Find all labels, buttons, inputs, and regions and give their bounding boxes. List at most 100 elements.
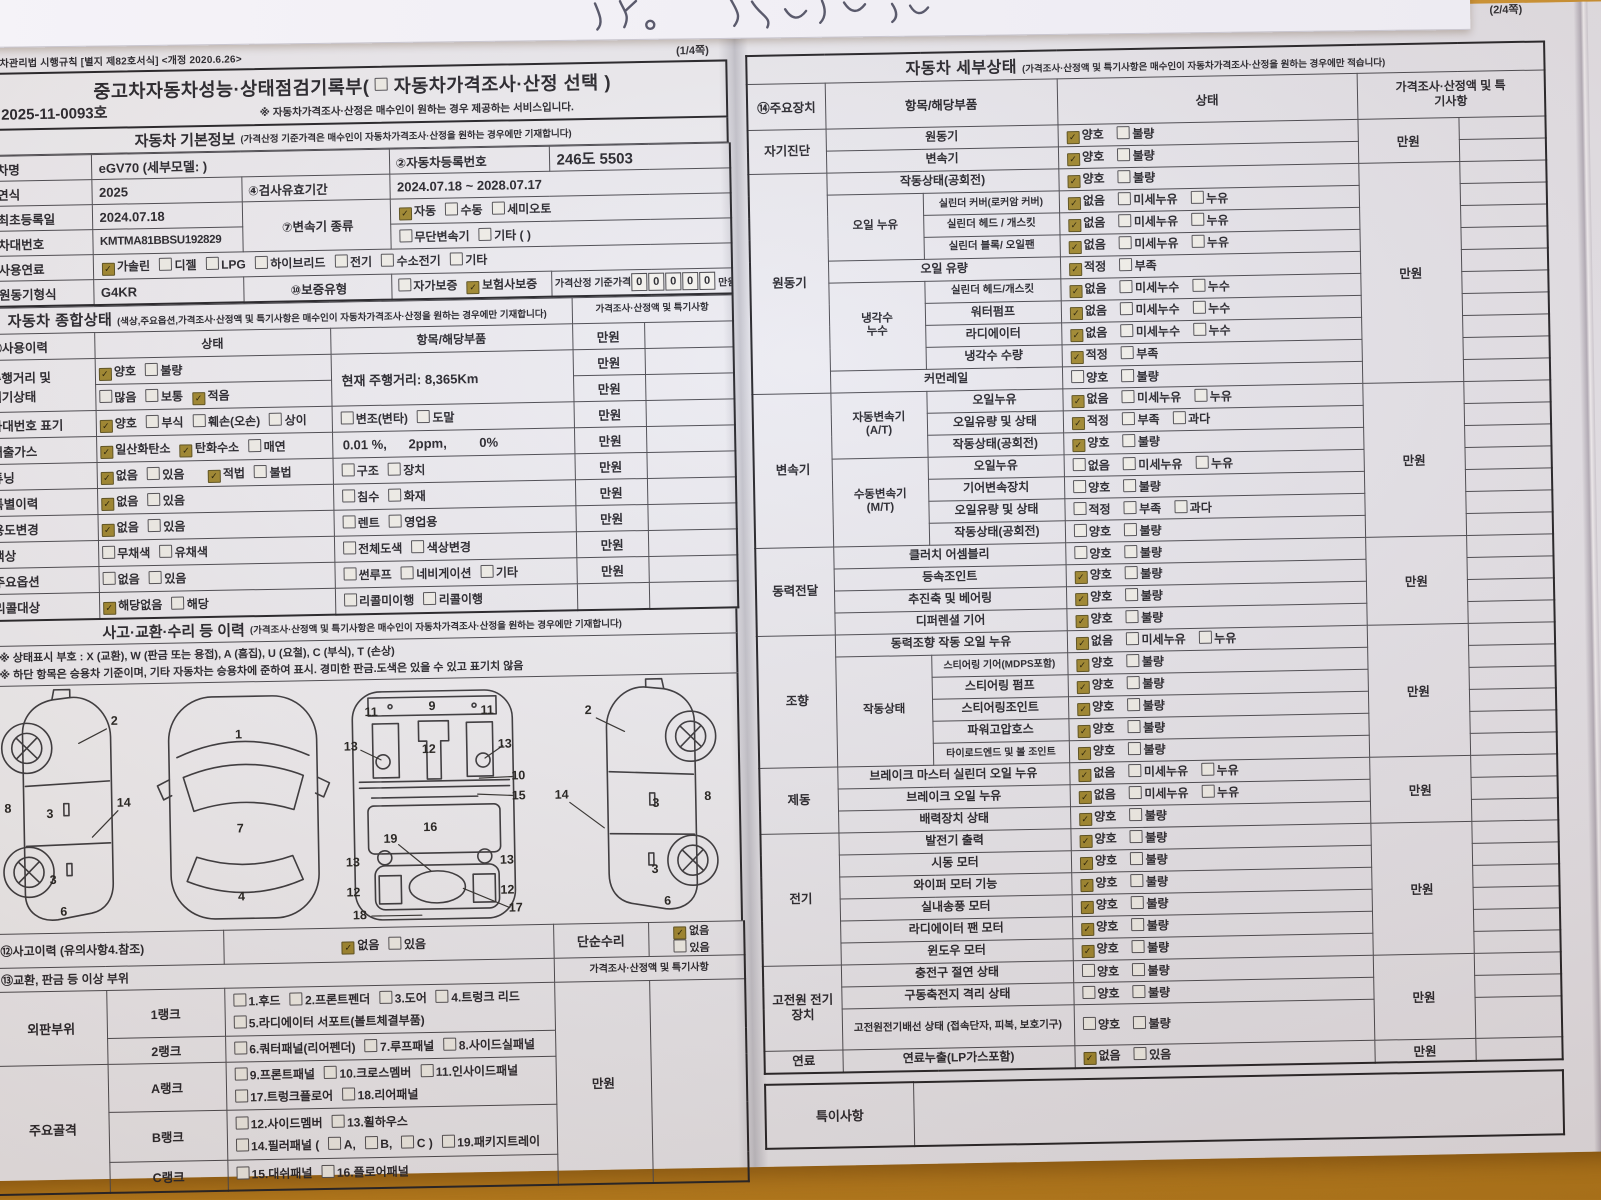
option: ✓ 양호 (1075, 653, 1114, 673)
item-label: 라디에이터 (925, 322, 1062, 347)
panel-item-line: 5.라디에이터 서포트(볼트체결부품) (233, 1006, 551, 1034)
paper-edge (1573, 1, 1601, 1152)
checkbox (340, 411, 354, 425)
item-label: 오일유량 및 상태 (928, 498, 1065, 523)
option-label: 양호 (1095, 875, 1118, 890)
checkbox: ✓ (1075, 658, 1090, 673)
checkbox (1128, 763, 1142, 778)
option-label: 전체도색 (358, 541, 403, 557)
option-label: 17.트렁크플로어 (250, 1088, 334, 1104)
option-label: 불량 (1142, 698, 1165, 713)
option-label: 보통 (160, 388, 184, 404)
option: ✓ 없음 (673, 922, 709, 940)
checkbox (398, 228, 413, 242)
option: 네비게이션 (400, 564, 472, 582)
device-column-header: ⑭주요장치 (746, 82, 826, 131)
svg-text:7: 7 (237, 821, 244, 835)
option: ✓ 없음 (1067, 192, 1105, 211)
checkbox (1123, 478, 1137, 492)
svg-text:3: 3 (46, 807, 53, 821)
option: 13.휠하우스 (331, 1110, 408, 1133)
option: ✓ 없음 (1075, 631, 1113, 651)
checkbox (673, 939, 687, 953)
option-label: 구조 (356, 463, 379, 479)
checkbox (1118, 214, 1132, 228)
option: 8.사이드실패널 (443, 1033, 535, 1057)
checkbox (1124, 565, 1138, 580)
option: ✓ 양호 (1074, 587, 1112, 607)
accident-history-label: ⑫사고이력 (유의사항4.참조) (0, 930, 224, 969)
option: ✓ 없음 (1069, 324, 1108, 343)
overall-price-header: 가격조사·산정액 및 특기사항 (571, 294, 734, 324)
option-label: 해당없음 (118, 597, 163, 613)
svg-text:13: 13 (500, 852, 514, 866)
option: 누유 (1201, 783, 1239, 801)
option: 리콜이행 (423, 590, 483, 608)
option: 매연 (247, 437, 286, 455)
checkbox: ✓ (99, 419, 113, 433)
option-label: 가솔린 (116, 259, 151, 274)
option: 4.트렁크 리드 (435, 985, 520, 1009)
checkbox (1192, 322, 1207, 336)
device-group-label: 전기 (760, 832, 841, 966)
checkbox: ✓ (1071, 416, 1085, 431)
checkbox (1073, 523, 1087, 537)
option-label: 없음 (1093, 765, 1116, 780)
option-label: 없음 (1093, 787, 1117, 802)
checkbox: ✓ (1066, 174, 1081, 189)
option-label: 디젤 (174, 258, 197, 273)
option: 유채색 (159, 543, 208, 561)
item-label: 기어변속장치 (927, 476, 1065, 501)
option: 과다 (1174, 498, 1212, 516)
option-label: 기타 (495, 565, 519, 580)
option: 과다 (1172, 410, 1210, 428)
option: 있음 (1133, 1045, 1171, 1063)
svg-text:12: 12 (422, 742, 436, 756)
checkbox (1191, 234, 1205, 248)
option-label: 있음 (164, 571, 187, 586)
option-label: 불량 (1146, 896, 1169, 911)
option-label: 없음 (1098, 1048, 1121, 1063)
option-label: 렌트 (357, 515, 380, 531)
option-label: 있음 (163, 518, 186, 534)
option-label: 불량 (1132, 126, 1155, 142)
option-label: 누수 (1208, 301, 1231, 316)
option: 누수 (1192, 299, 1230, 317)
checkbox (1126, 675, 1140, 690)
price-unit: 만원 (1372, 952, 1476, 1040)
option: ✓ 양호 (99, 414, 137, 433)
option-label: 누수 (1207, 279, 1230, 294)
option-label: 있음 (1149, 1047, 1172, 1062)
option: 1.후드 (232, 989, 281, 1012)
option: 불량 (1122, 433, 1160, 451)
option: 수동 (444, 201, 483, 219)
checkbox (268, 412, 283, 426)
subgroup-label: 작동상태 (835, 654, 934, 767)
svg-text:18: 18 (353, 908, 367, 922)
option: ✓ 양호 (1077, 719, 1115, 739)
option-label: 불량 (160, 362, 183, 378)
option-label: 미세누유 (1138, 456, 1183, 472)
price-survey-checkbox (374, 77, 389, 91)
subgroup-label: 수동변속기 (M/T) (831, 456, 930, 547)
option-label: 자동 (413, 203, 437, 219)
option-label: 일산화탄소 (115, 441, 171, 457)
option-label: 탄화수소 (194, 439, 240, 455)
item-label: 실린더 헤드 / 개스킷 (923, 212, 1060, 237)
option-label: 12.사이드멤버 (250, 1115, 323, 1131)
item-label: 오일누유 (927, 454, 1064, 479)
checkbox (1125, 587, 1139, 602)
checkbox (423, 591, 437, 606)
option-label: 양호 (1094, 853, 1118, 868)
option-label: 양호 (1097, 1017, 1121, 1032)
svg-text:10: 10 (511, 768, 525, 782)
accident-exchange-table: ⑫사고이력 (유의사항4.참조) ✓ 없음 있음 단순수리 ✓ 없음있음 ⑬교환, 판… (0, 920, 750, 1196)
price-blank (644, 320, 734, 349)
option: 화재 (388, 487, 426, 505)
option-label: 없음 (688, 924, 710, 938)
vin-value: KMTMA81BBSU192829 (92, 226, 243, 255)
option-label: 상이 (284, 412, 307, 428)
checkbox: ✓ (1069, 306, 1083, 321)
checkbox (1129, 807, 1143, 822)
